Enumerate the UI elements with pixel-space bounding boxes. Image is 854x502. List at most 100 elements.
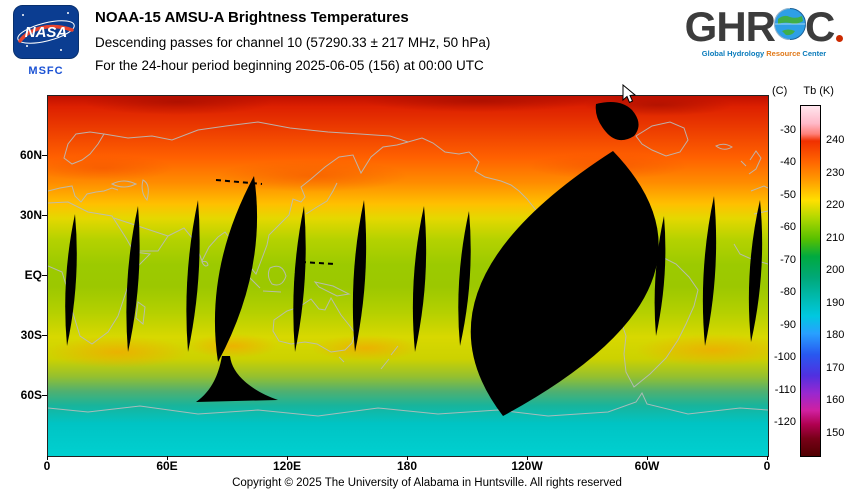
coastline — [262, 290, 282, 293]
warm-anomaly-patch — [311, 335, 421, 361]
x-axis-tick — [527, 456, 528, 460]
data-gap-swath — [702, 196, 717, 346]
x-axis-tick — [47, 456, 48, 460]
y-axis-tick — [42, 215, 47, 216]
x-axis-tick — [167, 456, 168, 460]
data-gap-swath — [654, 216, 666, 336]
warm-anomaly-patch — [635, 334, 791, 366]
data-gap-swath — [186, 200, 200, 352]
data-gap-blob — [595, 102, 639, 141]
plot-subtitle: Descending passes for channel 10 (57290.… — [95, 35, 491, 50]
world-map — [33, 89, 791, 456]
coastline — [313, 281, 351, 297]
data-gap-swath — [458, 211, 471, 346]
colorbar-tick-celsius: -110 — [774, 383, 796, 396]
data-gap-swath — [126, 206, 140, 352]
plot-header: NOAA-15 AMSU-A Brightness Temperatures D… — [95, 9, 490, 81]
y-axis-label: 30N — [19, 208, 42, 222]
colorbar-tick-kelvin: 180 — [826, 329, 845, 342]
y-axis-tick — [42, 335, 47, 336]
colorbar-tick-celsius: -120 — [773, 416, 796, 429]
colorbar-unit-celsius: (C) — [772, 85, 788, 97]
coastline — [715, 143, 733, 150]
colorbar-title-kelvin: Tb (K) — [803, 85, 834, 97]
colorbar-tick-kelvin: 240 — [826, 134, 845, 147]
colorbar — [800, 105, 821, 457]
data-gap-dash — [300, 261, 336, 265]
warm-anomaly-patch — [188, 334, 278, 358]
data-gap-swath — [412, 206, 427, 352]
colorbar-tick-celsius: -70 — [780, 253, 796, 266]
data-gap-dash — [215, 179, 263, 185]
map-frame — [33, 89, 791, 457]
ghrc-accent-dot — [836, 35, 844, 42]
x-axis-label: 120E — [272, 459, 302, 473]
colorbar-tick-kelvin: 220 — [826, 199, 845, 212]
x-axis-label: 60W — [634, 459, 660, 473]
coastline — [201, 260, 209, 267]
y-axis-tick — [42, 395, 47, 396]
y-axis-tick — [42, 275, 47, 276]
polar-dark-patch — [363, 90, 593, 112]
x-axis-tick — [407, 456, 408, 460]
coastline — [380, 345, 399, 370]
colorbar-units: (C) Tb (K) — [772, 85, 834, 97]
msfc-label: MSFC — [28, 65, 64, 77]
coastline — [305, 182, 338, 215]
data-gap-swath — [352, 200, 367, 352]
colorbar-tick-kelvin: 170 — [826, 361, 845, 374]
coastline — [135, 301, 146, 325]
data-gap-swath — [214, 176, 258, 362]
colorbar-tick-kelvin: 190 — [826, 296, 845, 309]
x-axis-tick — [287, 456, 288, 460]
coastline — [103, 121, 423, 143]
colorbar-tick-celsius: -50 — [780, 188, 796, 201]
colorbar-tick-kelvin: 200 — [826, 264, 845, 277]
colorbar-tick-celsius: -80 — [780, 286, 796, 299]
ghrc-tagline: Global Hydrology Resource Center — [679, 49, 849, 58]
x-axis-label: 0 — [43, 459, 51, 473]
y-axis-label: 60S — [20, 388, 42, 402]
data-gap-swath — [196, 356, 278, 402]
ghrc-letters: GHR C — [679, 5, 849, 49]
ghrc-letters-right: C — [805, 3, 835, 50]
ghrc-tagline-word: Center — [802, 49, 827, 58]
mouse-cursor-icon — [622, 83, 637, 109]
coastline — [267, 265, 287, 286]
ghrc-tagline-word: Hydrology — [727, 49, 765, 58]
x-axis-tick — [647, 456, 648, 460]
coastline — [740, 150, 762, 175]
x-axis-label: 60E — [156, 459, 178, 473]
colorbar-tick-kelvin: 210 — [826, 231, 845, 244]
ghrc-letters-left: GHR — [684, 3, 776, 50]
y-axis-tick — [42, 155, 47, 156]
plot-period: For the 24-hour period beginning 2025-06… — [95, 58, 484, 73]
coastline — [47, 391, 769, 417]
coastline — [733, 243, 769, 265]
x-axis-label: 120W — [511, 459, 543, 473]
data-gap-swath — [748, 200, 763, 342]
warm-anomaly-patch — [46, 336, 190, 368]
colorbar-tick-kelvin: 230 — [826, 166, 845, 179]
nasa-insignia-text: NASA — [25, 24, 68, 41]
x-axis-label: 180 — [396, 459, 418, 473]
polar-dark-patch — [83, 89, 273, 115]
coastline — [338, 356, 345, 363]
x-axis-label: 0 — [763, 459, 771, 473]
colorbar-tick-celsius: -40 — [780, 156, 796, 169]
data-gap-swath — [65, 214, 77, 346]
y-axis-label: EQ — [24, 268, 42, 282]
colorbar-tick-celsius: -60 — [780, 221, 796, 234]
copyright-line: Copyright © 2025 The University of Alaba… — [232, 477, 622, 489]
ghrc-tagline-word: Global — [701, 49, 726, 58]
coastline — [47, 185, 119, 203]
coastline — [141, 179, 149, 202]
coastline — [635, 121, 689, 157]
data-gap-swath — [293, 206, 306, 352]
ghrc-tagline-word: Resource — [766, 49, 801, 58]
coastline — [167, 141, 409, 275]
colorbar-tick-kelvin: 160 — [826, 394, 845, 407]
colorbar-tick-celsius: -100 — [773, 351, 796, 364]
red-anomaly-patch — [218, 160, 408, 192]
